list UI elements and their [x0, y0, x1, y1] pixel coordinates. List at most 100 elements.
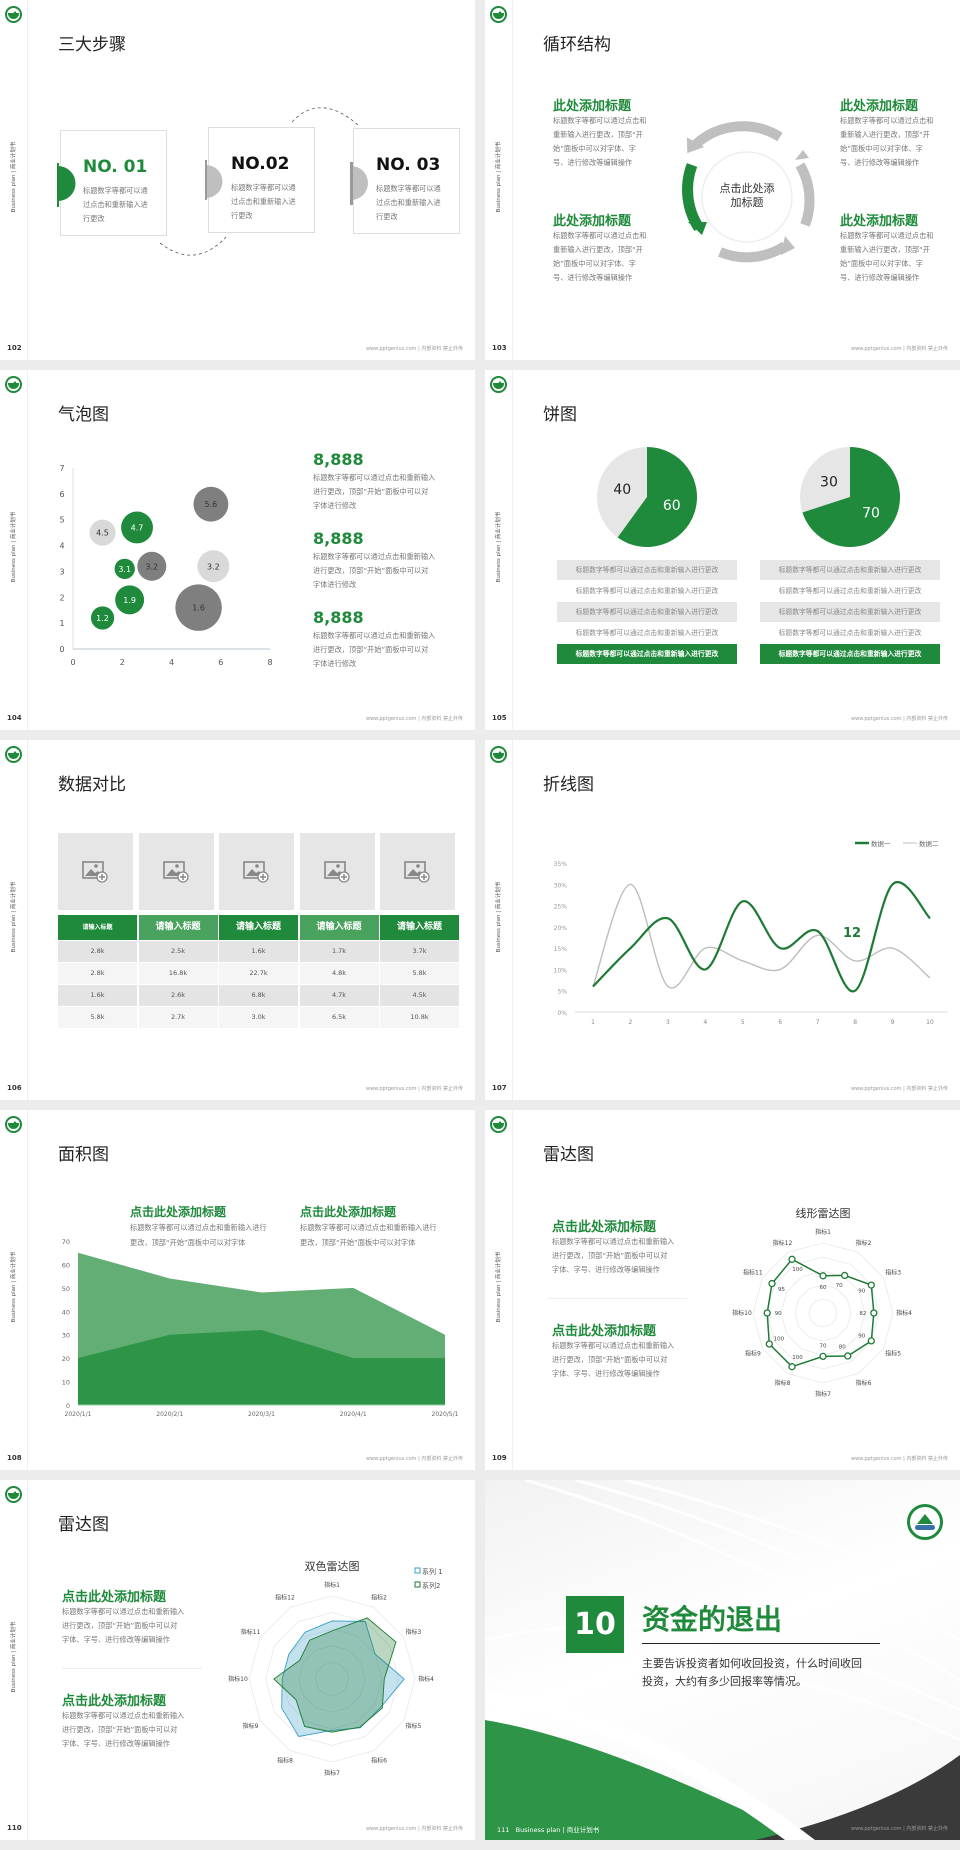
block-text: 始”面板中可以对字体、字	[840, 259, 923, 268]
y-tick-label: 0%	[557, 1010, 567, 1017]
radar-data-label: 82	[859, 1311, 866, 1317]
slide-title[interactable]: 三大步骤	[58, 35, 126, 55]
radar-data-label: 60	[820, 1285, 827, 1291]
radar-axis-label: 指标2	[371, 1594, 387, 1602]
image-placeholder[interactable]	[299, 833, 375, 910]
section-background	[485, 1480, 960, 1840]
radar-axis-label: 指标10	[732, 1309, 752, 1317]
slide-title[interactable]: 折线图	[543, 775, 594, 795]
half-circle-1	[58, 166, 76, 201]
block-text: 始”面板中可以对字体、字	[840, 144, 923, 153]
section-description[interactable]: 主要告诉投资者如何收回投资，什么时间收回 投资，大约有多少回报率等情况。	[642, 1655, 862, 1691]
slide-title[interactable]: 雷达图	[58, 1515, 109, 1535]
radar-axis-label: 指标3	[885, 1269, 901, 1277]
image-placeholder[interactable]	[219, 833, 294, 910]
block-heading[interactable]: 此处添加标题	[840, 99, 919, 114]
pie-label: 60	[663, 498, 681, 514]
x-tick-label: 7	[816, 1019, 820, 1026]
legend-label: 系列2	[422, 1581, 440, 1590]
radar-gridline	[314, 1661, 350, 1697]
radar-data-label: 80	[839, 1344, 846, 1350]
footer-text: www.pptgenius.com | 内部资料 禁止外传	[365, 1456, 463, 1462]
radar-point	[765, 1340, 773, 1348]
slide-title[interactable]: 饼图	[543, 405, 577, 425]
y-tick-label: 30	[62, 1332, 70, 1340]
radar-gridline	[808, 1298, 838, 1328]
slide-title[interactable]: 面积图	[58, 1145, 109, 1165]
block-heading[interactable]: 点击此处添加标题	[62, 1590, 167, 1605]
slide-111-section: 10 资金的退出 主要告诉投资者如何收回投资，什么时间收回 投资，大约有多少回报率…	[485, 1480, 960, 1840]
legend-label: 系列 1	[422, 1567, 443, 1576]
image-placeholder[interactable]	[380, 833, 455, 910]
x-tick-label: 8	[267, 658, 272, 667]
block-heading[interactable]: 点击此处添加标题	[300, 1205, 397, 1219]
radar-axis-label: 指标10	[228, 1675, 248, 1683]
table-header-cell: 请输入标题	[219, 915, 298, 940]
block-text: 字体、字号、进行修改等编辑操作	[62, 1635, 170, 1644]
y-tick-label: 60	[62, 1261, 70, 1269]
y-tick-label: 35%	[554, 861, 568, 868]
table-cell: 22.7k	[219, 963, 298, 984]
side-brand-text: Business plan | 商业计划书	[496, 1251, 502, 1323]
block-heading[interactable]: 此处添加标题	[840, 214, 919, 229]
block-text: 号、进行修改等编辑操作	[553, 273, 633, 282]
block-heading[interactable]: 此处添加标题	[553, 214, 632, 229]
school-logo	[5, 1116, 22, 1133]
footer-text: www.pptgenius.com | 内部资料 禁止外传	[850, 1826, 948, 1832]
radar-point	[763, 1309, 771, 1317]
slide-title[interactable]: 气泡图	[58, 405, 109, 425]
slide-103: 点击此处添加标题 Business plan | 商业计划书 103 www.ppt…	[485, 0, 960, 360]
radar-axis-label: 指标4	[418, 1675, 434, 1683]
radar-point	[867, 1337, 875, 1345]
table-header-cell: 请输入标题	[299, 915, 379, 940]
image-placeholder[interactable]	[58, 833, 133, 910]
side-brand-text: Business plan | 商业计划书	[496, 141, 502, 213]
x-tick-label: 2020/2/1	[156, 1411, 183, 1418]
radar-axis-label: 指标7	[815, 1390, 831, 1398]
slide-title[interactable]: 循环结构	[543, 35, 611, 55]
slide-title[interactable]: 雷达图	[543, 1145, 594, 1165]
block-heading[interactable]: 点击此处添加标题	[62, 1694, 167, 1709]
pie-caption-row: 标题数字等都可以通过点击和重新输入进行更改	[557, 602, 737, 622]
stat-text: 标题数字等都可以通过点击和重新输入	[313, 473, 436, 482]
image-placeholder[interactable]	[138, 833, 214, 910]
block-heading[interactable]: 点击此处添加标题	[552, 1220, 657, 1235]
radar-point	[768, 1279, 776, 1288]
image-add-icon	[243, 861, 269, 883]
slide-105: 60 40 70 30 Business plan | 商业计划书 105 www.pptg…	[485, 370, 960, 730]
y-tick-label: 20%	[554, 925, 568, 932]
half-circle-2	[206, 165, 223, 198]
y-tick-label: 6	[59, 490, 64, 499]
slide-106: Business plan | 商业计划书 106 www.pptgenius.co…	[0, 740, 475, 1100]
line-series	[592, 883, 931, 989]
dashed-arrow-2	[291, 107, 359, 126]
y-tick-label: 5	[59, 516, 64, 525]
slide-109: 指标1 指标2 指标3 指标4 指标5 指标6 指标7 指标8 指标9 指标10 指标11 指标12 线…	[485, 1110, 960, 1470]
block-heading[interactable]: 点击此处添加标题	[552, 1324, 657, 1339]
cycle-arrow-bottom	[718, 241, 788, 263]
footer-text: www.pptgenius.com | 内部资料 禁止外传	[365, 1086, 463, 1092]
radar-axis-label: 指标12	[773, 1239, 793, 1247]
legend-swatch	[414, 1581, 421, 1588]
slide-title[interactable]: 数据对比	[58, 775, 126, 795]
image-add-icon	[162, 861, 189, 883]
school-logo	[5, 376, 22, 393]
section-title[interactable]: 资金的退出	[642, 1603, 783, 1636]
x-tick-label: 2	[120, 658, 125, 667]
block-heading[interactable]: 点击此处添加标题	[130, 1205, 227, 1219]
table-cell: 5.8k	[380, 963, 459, 984]
section-footer-left: 111 Business plan | 商业计划书	[497, 1824, 599, 1834]
block-heading[interactable]: 此处添加标题	[553, 99, 632, 114]
cycle-arrow-right	[795, 162, 815, 227]
footer-text: www.pptgenius.com | 内部资料 禁止外传	[850, 346, 948, 352]
center-circle	[701, 151, 793, 243]
side-brand-text: Business plan | 商业计划书	[11, 1621, 17, 1693]
pie-charts: 60 40 70 30	[597, 447, 900, 547]
pie-caption-row: 标题数字等都可以通过点击和重新输入进行更改	[575, 587, 719, 595]
stat-text: 进行更改，顶部“开始”面板中可以对	[313, 566, 429, 575]
stat-text: 字体进行修改	[313, 580, 357, 589]
pie-label: 30	[820, 475, 838, 491]
page-number: 105	[492, 714, 507, 722]
center-title[interactable]: 点击此处添加标题	[719, 182, 775, 209]
block-text: 更改，顶部“开始”面板中可以对字体	[300, 1238, 416, 1247]
